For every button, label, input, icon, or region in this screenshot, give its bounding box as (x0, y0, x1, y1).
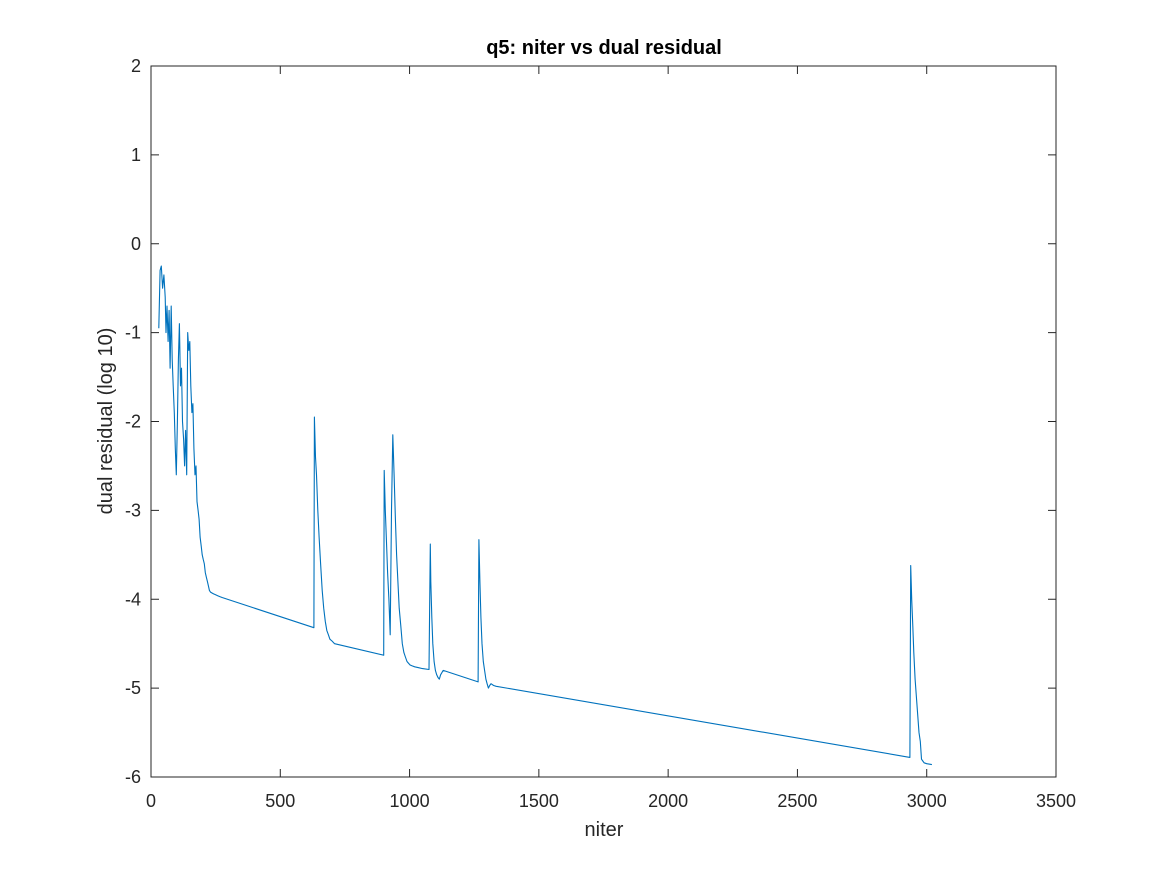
x-tick-label: 1500 (519, 791, 559, 811)
x-axis-label: niter (585, 819, 624, 841)
y-tick-label: 1 (131, 145, 141, 165)
y-tick-label: -1 (125, 323, 141, 343)
series-line (158, 265, 932, 766)
y-tick-label: 0 (131, 234, 141, 254)
y-tick-label: -6 (125, 767, 141, 787)
x-tick-label: 0 (146, 791, 156, 811)
x-tick-label: 3500 (1036, 791, 1076, 811)
x-tick-label: 500 (265, 791, 295, 811)
x-tick-label: 2500 (777, 791, 817, 811)
y-tick-label: -2 (125, 412, 141, 432)
y-tick-label: -5 (125, 678, 141, 698)
x-tick-label: 2000 (648, 791, 688, 811)
y-axis: -6 -5 -4 -3 -2 -1 0 1 2 (125, 56, 1056, 787)
plot-area (150, 65, 1057, 778)
x-tick-label: 1000 (390, 791, 430, 811)
chart-title: q5: niter vs dual residual (486, 37, 722, 59)
y-axis-label: dual residual (log 10) (95, 328, 117, 515)
y-tick-label: 2 (131, 56, 141, 76)
x-axis: 0 500 1000 1500 2000 2500 3000 3500 (146, 66, 1076, 811)
y-tick-label: -3 (125, 500, 141, 520)
x-tick-label: 3000 (907, 791, 947, 811)
y-tick-label: -4 (125, 589, 141, 609)
